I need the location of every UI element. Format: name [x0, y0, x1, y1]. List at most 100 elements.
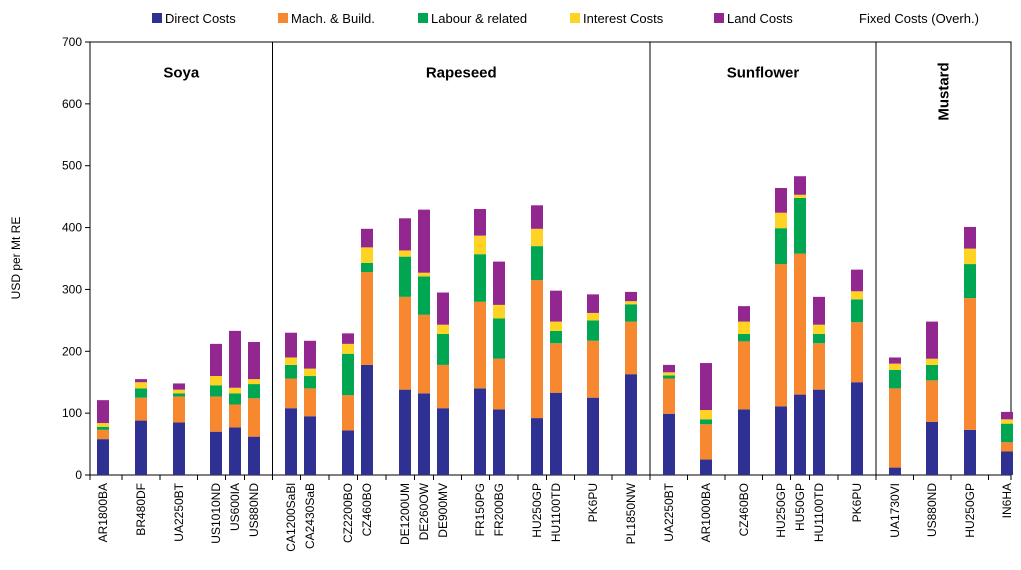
bar-segment — [361, 364, 373, 475]
bar-segment — [418, 314, 430, 394]
bar-segment — [285, 364, 297, 379]
bar-segment — [794, 394, 806, 475]
bar-segment — [135, 382, 147, 389]
bar-segment — [889, 363, 901, 370]
group-label: Mustard — [936, 62, 953, 120]
legend-label: Direct Costs — [165, 11, 236, 26]
bar-segment — [926, 358, 938, 365]
bar-segment — [587, 397, 599, 475]
bar-segment — [173, 383, 185, 390]
bar-segment — [700, 410, 712, 420]
x-tick-label: CA1200SaBl — [284, 483, 298, 552]
bar-segment — [851, 382, 863, 475]
x-tick-label: HU250GP — [963, 483, 977, 538]
bar-segment — [304, 340, 316, 369]
bar-segment — [304, 388, 316, 417]
bar-segment — [775, 212, 787, 229]
bar-segment — [361, 262, 373, 273]
bar-segment — [248, 398, 260, 437]
legend-label: Labour & related — [431, 11, 527, 26]
x-tick-label: PK6PU — [850, 483, 864, 522]
bar-segment — [700, 419, 712, 425]
bar-segment — [663, 413, 675, 475]
bar-segment — [474, 388, 486, 475]
bar-segment — [493, 304, 505, 319]
bar-segment — [663, 375, 675, 379]
bar-segment — [700, 424, 712, 460]
x-tick-label: CZ460BO — [737, 483, 751, 536]
x-tick-label: AR1800BA — [96, 483, 110, 542]
bar-segment — [285, 332, 297, 358]
bar-segment — [173, 422, 185, 475]
bar-segment — [248, 384, 260, 399]
bar-segment — [775, 264, 787, 407]
bar-segment — [550, 321, 562, 331]
bar-segment — [342, 430, 354, 475]
bar-segment — [229, 393, 241, 405]
legend-swatch — [418, 13, 428, 23]
bar-segment — [813, 389, 825, 475]
bar-segment — [794, 194, 806, 198]
bar-segment — [926, 364, 938, 381]
bar-segment — [304, 376, 316, 389]
bar-segment — [738, 321, 750, 334]
bar-segment — [474, 301, 486, 389]
bar-segment — [97, 400, 109, 424]
bar-segment — [493, 318, 505, 359]
x-tick-label: DE260OW — [417, 482, 431, 540]
x-tick-label: FR200BG — [492, 483, 506, 536]
bar-segment — [493, 358, 505, 410]
y-axis: 0 100 200 300 400 500 600 700 — [62, 35, 90, 482]
x-tick-label: CZ2200BO — [341, 483, 355, 543]
group-dividers — [272, 42, 877, 475]
bar-segment — [926, 380, 938, 422]
y-tick-label: 500 — [62, 159, 82, 173]
bar-segment — [775, 187, 787, 213]
bar-segment — [964, 429, 976, 475]
bar-segment — [285, 378, 297, 409]
bar-segment — [210, 376, 222, 386]
y-axis-label: USD per Mt RE — [9, 217, 23, 300]
bar-segment — [738, 306, 750, 322]
bar-segment — [1001, 442, 1013, 452]
bar-segment — [399, 389, 411, 475]
bar-segment — [700, 459, 712, 475]
plot-area: Soya Rapeseed Sunflower Mustard 0 100 200 300 4… — [62, 35, 1014, 552]
x-tick-label: US880ND — [925, 483, 939, 537]
legend-swatch — [152, 13, 162, 23]
bar-segment — [550, 290, 562, 322]
bar-segment — [229, 330, 241, 388]
bar-segment — [97, 423, 109, 427]
bar-segment — [889, 467, 901, 475]
legend-swatch — [846, 13, 856, 23]
bar-segment — [399, 250, 411, 257]
x-tick-label: CA2430SaB — [303, 483, 317, 549]
bar-segment — [889, 388, 901, 468]
bar-segment — [135, 397, 147, 421]
y-tick-label: 400 — [62, 221, 82, 235]
bars-layer — [97, 176, 1013, 475]
bar-segment — [550, 343, 562, 393]
x-tick-label: HU1100TD — [812, 483, 826, 542]
bar-segment — [437, 324, 449, 334]
bar-segment — [361, 247, 373, 263]
bar-segment — [889, 357, 901, 364]
bar-segment — [474, 235, 486, 255]
bar-segment — [493, 409, 505, 475]
bar-segment — [342, 333, 354, 344]
bar-segment — [210, 385, 222, 397]
bar-segment — [926, 421, 938, 475]
x-tick-label: DE1200UM — [398, 483, 412, 545]
y-tick-label: 600 — [62, 97, 82, 111]
bar-segment — [794, 253, 806, 395]
bar-segment — [399, 296, 411, 390]
legend-swatch — [570, 13, 580, 23]
bar-segment — [587, 312, 599, 321]
group-label: Rapeseed — [426, 64, 497, 81]
bar-segment — [97, 426, 109, 430]
bar-segment — [964, 298, 976, 430]
bar-segment — [229, 427, 241, 475]
bar-segment — [625, 301, 637, 305]
x-tick-label: US600IA — [228, 483, 242, 531]
bar-segment — [285, 357, 297, 365]
